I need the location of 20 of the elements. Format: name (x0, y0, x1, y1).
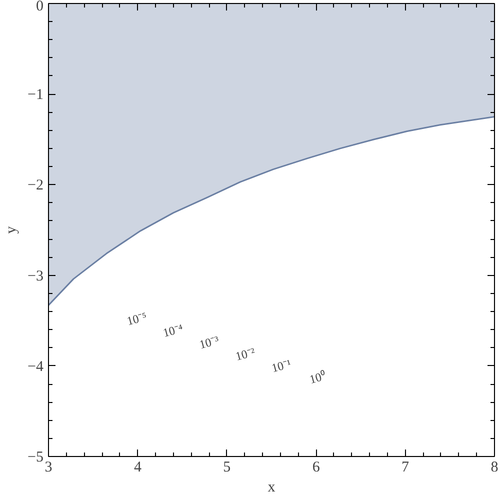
y-axis-title: y (4, 226, 20, 234)
annotation: 10⁻⁴ (161, 321, 184, 340)
y-tick-label: −2 (28, 178, 44, 194)
annotation: 10⁻³ (198, 332, 221, 352)
y-tick-label: −3 (28, 268, 44, 284)
y-tick-label: −4 (28, 358, 44, 375)
annotation: 10⁻¹ (270, 356, 293, 376)
x-tick-label: 3 (44, 460, 52, 476)
y-tick-label: 0 (36, 0, 44, 14)
x-tick-label: 8 (490, 460, 498, 476)
annotation: 10⁰ (308, 368, 327, 387)
annotation: 10⁻⁵ (125, 309, 148, 328)
x-tick-label: 5 (223, 460, 231, 476)
x-tick-label: 6 (312, 460, 320, 476)
y-tick-label: −5 (28, 450, 44, 466)
y-tick-label: −1 (28, 87, 44, 104)
annotation: 10⁻² (234, 344, 257, 364)
x-axis-title: x (268, 480, 276, 496)
x-tick-label: 7 (402, 460, 410, 476)
x-tick-label: 4 (134, 460, 142, 476)
